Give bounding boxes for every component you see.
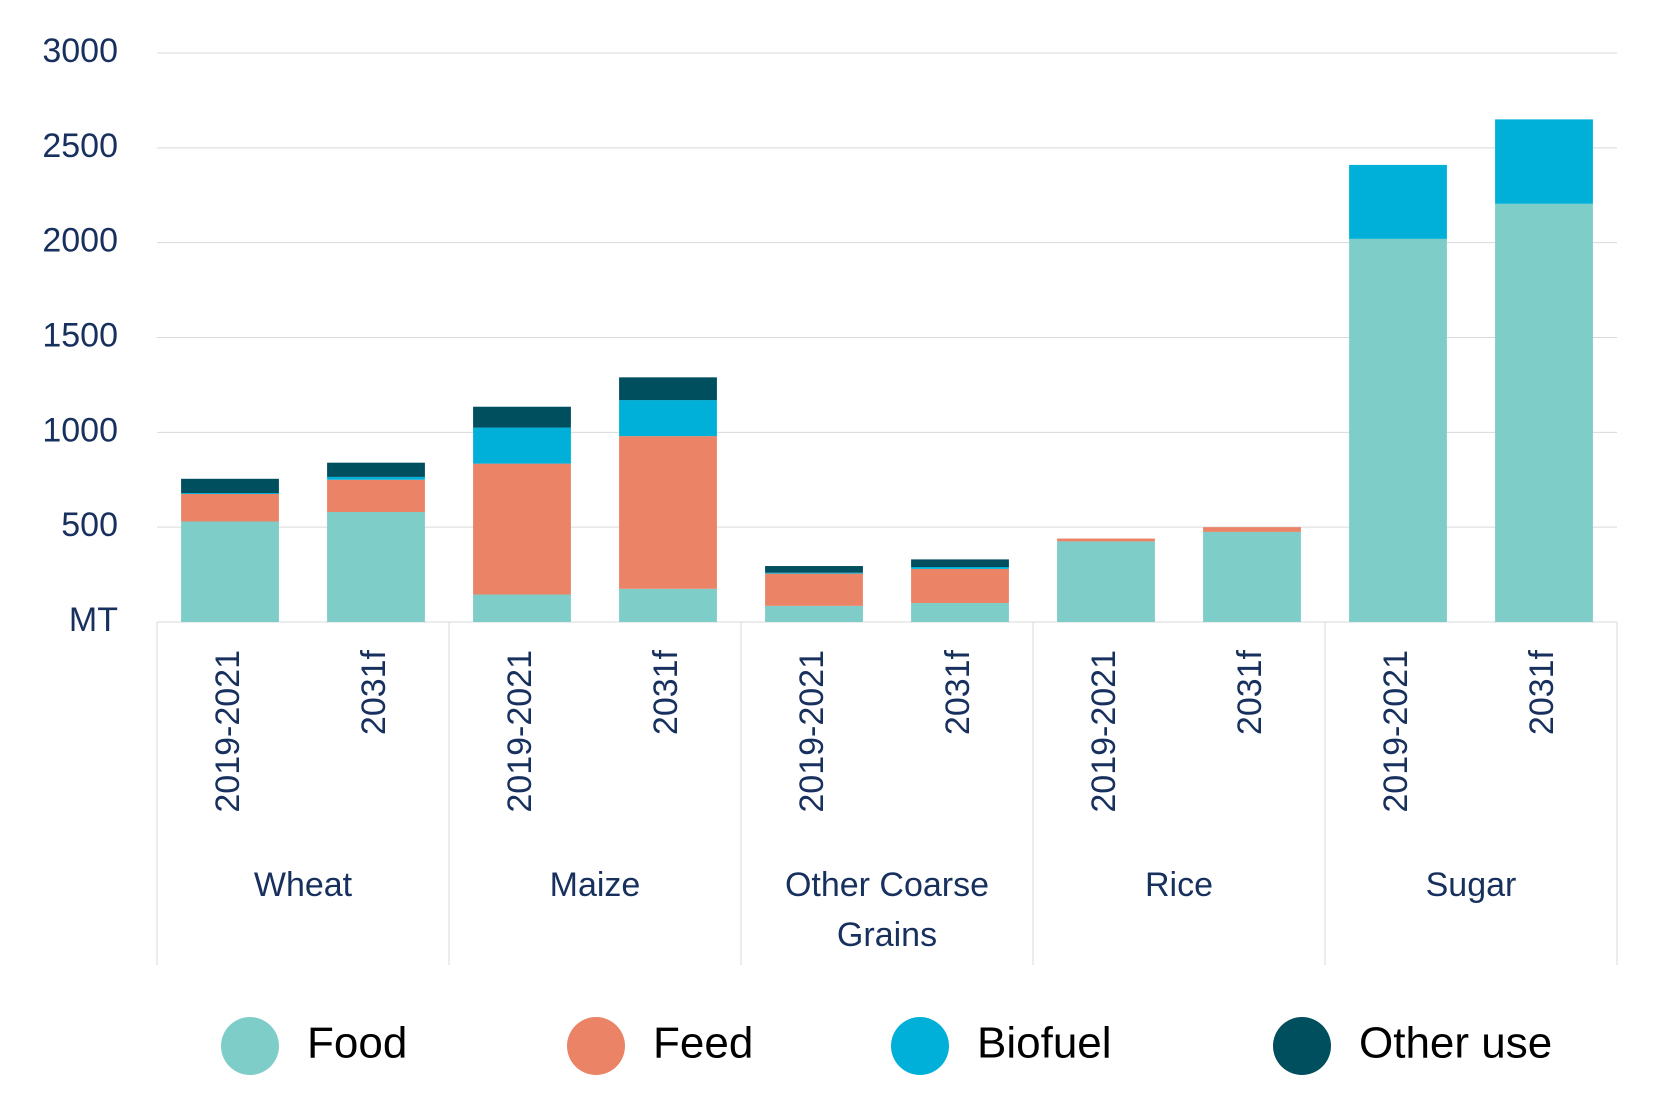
bar-segment xyxy=(911,568,1009,604)
bar-segment xyxy=(619,436,717,589)
bar-segment xyxy=(1495,119,1593,204)
bar-segment xyxy=(1349,164,1447,239)
x-tick-label: 2019-2021 xyxy=(209,650,247,813)
bar-segment xyxy=(911,603,1009,622)
bar-segment xyxy=(911,566,1009,569)
group-label: Wheat xyxy=(253,866,353,904)
x-tick-label: 2031f xyxy=(1231,649,1269,735)
bar-segment xyxy=(327,511,425,622)
x-tick-label: 2019-2021 xyxy=(793,650,831,813)
bar-segment xyxy=(181,478,279,494)
bar-segment xyxy=(1057,541,1155,622)
bar-segment xyxy=(181,521,279,622)
legend-swatch xyxy=(891,1017,949,1075)
x-tick-label: 2031f xyxy=(939,649,977,735)
bar-segment xyxy=(619,400,717,437)
x-tick-label: 2031f xyxy=(355,649,393,735)
bar-segment xyxy=(327,476,425,480)
legend-swatch xyxy=(1273,1017,1331,1075)
y-tick-label: 1000 xyxy=(42,411,118,449)
bar-segment xyxy=(1203,527,1301,532)
x-tick-label: 2031f xyxy=(647,649,685,735)
x-tick-label: 2019-2021 xyxy=(501,650,539,813)
legend-swatch xyxy=(221,1017,279,1075)
bar-segment xyxy=(765,572,863,574)
bar-segment xyxy=(765,566,863,573)
group-label: Sugar xyxy=(1425,866,1517,904)
bar-segment xyxy=(765,605,863,622)
y-tick-label: 1500 xyxy=(42,316,118,354)
y-tick-label: 2500 xyxy=(42,127,118,165)
y-tick-label: 3000 xyxy=(42,32,118,70)
x-tick-label: 2031f xyxy=(1523,649,1561,735)
legend-label: Food xyxy=(307,1019,407,1068)
x-tick-label: 2019-2021 xyxy=(1085,650,1123,813)
bar-segment xyxy=(327,479,425,512)
bar-segment xyxy=(619,377,717,401)
bar-segment xyxy=(473,427,571,464)
y-tick-label: 2000 xyxy=(42,222,118,260)
y-tick-label: 500 xyxy=(61,506,118,544)
legend-label: Feed xyxy=(653,1019,753,1068)
bar-segment xyxy=(181,493,279,494)
group-label: Rice xyxy=(1144,866,1214,904)
bar-segment xyxy=(1057,538,1155,542)
legend-label: Biofuel xyxy=(977,1019,1112,1068)
bar-segment xyxy=(181,493,279,522)
bar-segment xyxy=(473,594,571,622)
group-label: Other Coarse Grains xyxy=(784,866,990,954)
group-label: Maize xyxy=(549,866,641,904)
bar-segment xyxy=(1349,238,1447,622)
bar-segment xyxy=(1203,531,1301,622)
bar-segment xyxy=(911,559,1009,567)
x-tick-label: 2019-2021 xyxy=(1377,650,1415,813)
bar-segment xyxy=(473,406,571,428)
bar-segment xyxy=(1495,203,1593,622)
legend-swatch xyxy=(567,1017,625,1075)
bar-segment xyxy=(619,588,717,622)
bar-segment xyxy=(473,463,571,595)
y-tick-label: MT xyxy=(69,601,118,639)
bar-segment xyxy=(327,462,425,477)
bar-segment xyxy=(765,573,863,606)
legend-label: Other use xyxy=(1359,1019,1552,1068)
